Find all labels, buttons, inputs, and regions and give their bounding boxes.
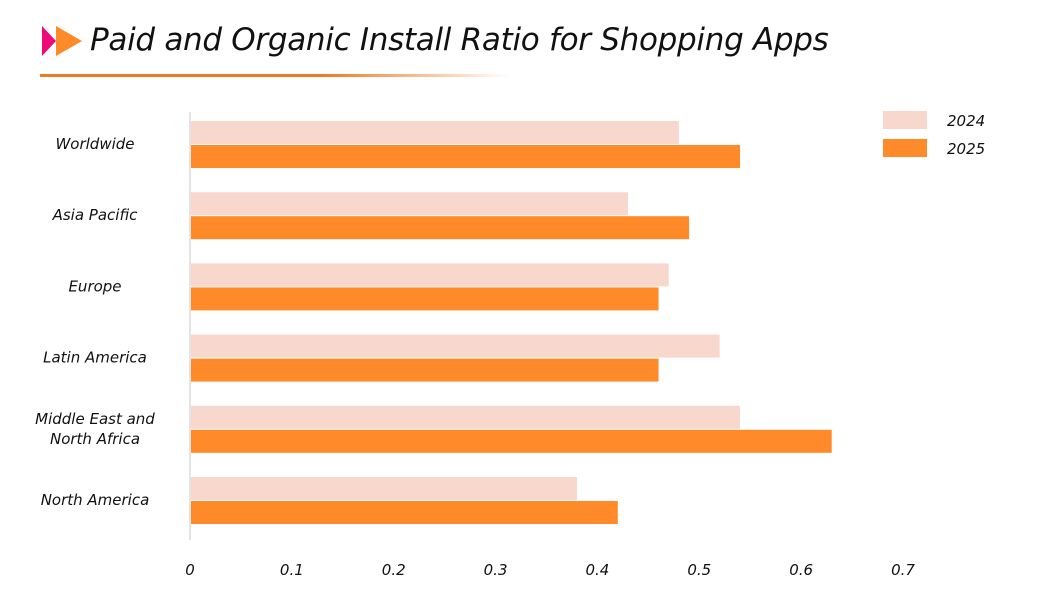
chart-title: Paid and Organic Install Ratio for Shopp… bbox=[90, 22, 829, 58]
legend-swatch-2025 bbox=[883, 139, 927, 157]
category-label: Asia Pacific bbox=[52, 206, 139, 224]
bar-2024 bbox=[191, 477, 578, 500]
x-tick-label: 0.6 bbox=[789, 561, 813, 579]
category-label: Europe bbox=[68, 277, 121, 295]
x-tick-label: 0 bbox=[185, 561, 195, 579]
x-tick-label: 0.5 bbox=[687, 561, 711, 579]
category-label-line: North America bbox=[41, 491, 150, 509]
x-tick-label: 0.2 bbox=[382, 561, 406, 579]
x-tick-label: 0.4 bbox=[585, 561, 609, 579]
x-tick-label: 0.1 bbox=[280, 561, 304, 579]
bar-2024 bbox=[191, 263, 669, 287]
title-underline bbox=[40, 74, 510, 77]
category-label: Middle East and North Africa bbox=[35, 410, 155, 448]
x-tick-label: 0.3 bbox=[484, 561, 508, 579]
bar-2025 bbox=[191, 429, 832, 453]
category-label-line: Asia Pacific bbox=[52, 206, 139, 224]
legend-swatch-2024 bbox=[883, 111, 927, 129]
bar-2025 bbox=[191, 287, 659, 311]
category-label-line: North Africa bbox=[50, 430, 140, 448]
brand-logo-icon bbox=[42, 26, 82, 56]
bar-2024 bbox=[191, 405, 741, 429]
bar-2024 bbox=[191, 121, 679, 144]
category-label-line: Middle East and bbox=[35, 410, 155, 428]
legend-label-2025: 2025 bbox=[947, 140, 985, 158]
x-tick-label: 0.7 bbox=[891, 561, 915, 579]
category-label-line: Europe bbox=[68, 277, 121, 295]
category-label: Worldwide bbox=[55, 135, 134, 153]
bar-2025 bbox=[191, 358, 659, 382]
category-label-line: Latin America bbox=[43, 349, 147, 367]
bar-2025 bbox=[191, 216, 690, 240]
category-label-line: Worldwide bbox=[55, 135, 134, 153]
legend-label-2024: 2024 bbox=[947, 112, 985, 130]
bar-2024 bbox=[191, 334, 720, 358]
bar-2025 bbox=[191, 501, 618, 524]
category-label: North America bbox=[41, 491, 150, 509]
category-label: Latin America bbox=[43, 349, 147, 367]
bar-2024 bbox=[191, 192, 628, 216]
bar-2025 bbox=[191, 145, 741, 168]
